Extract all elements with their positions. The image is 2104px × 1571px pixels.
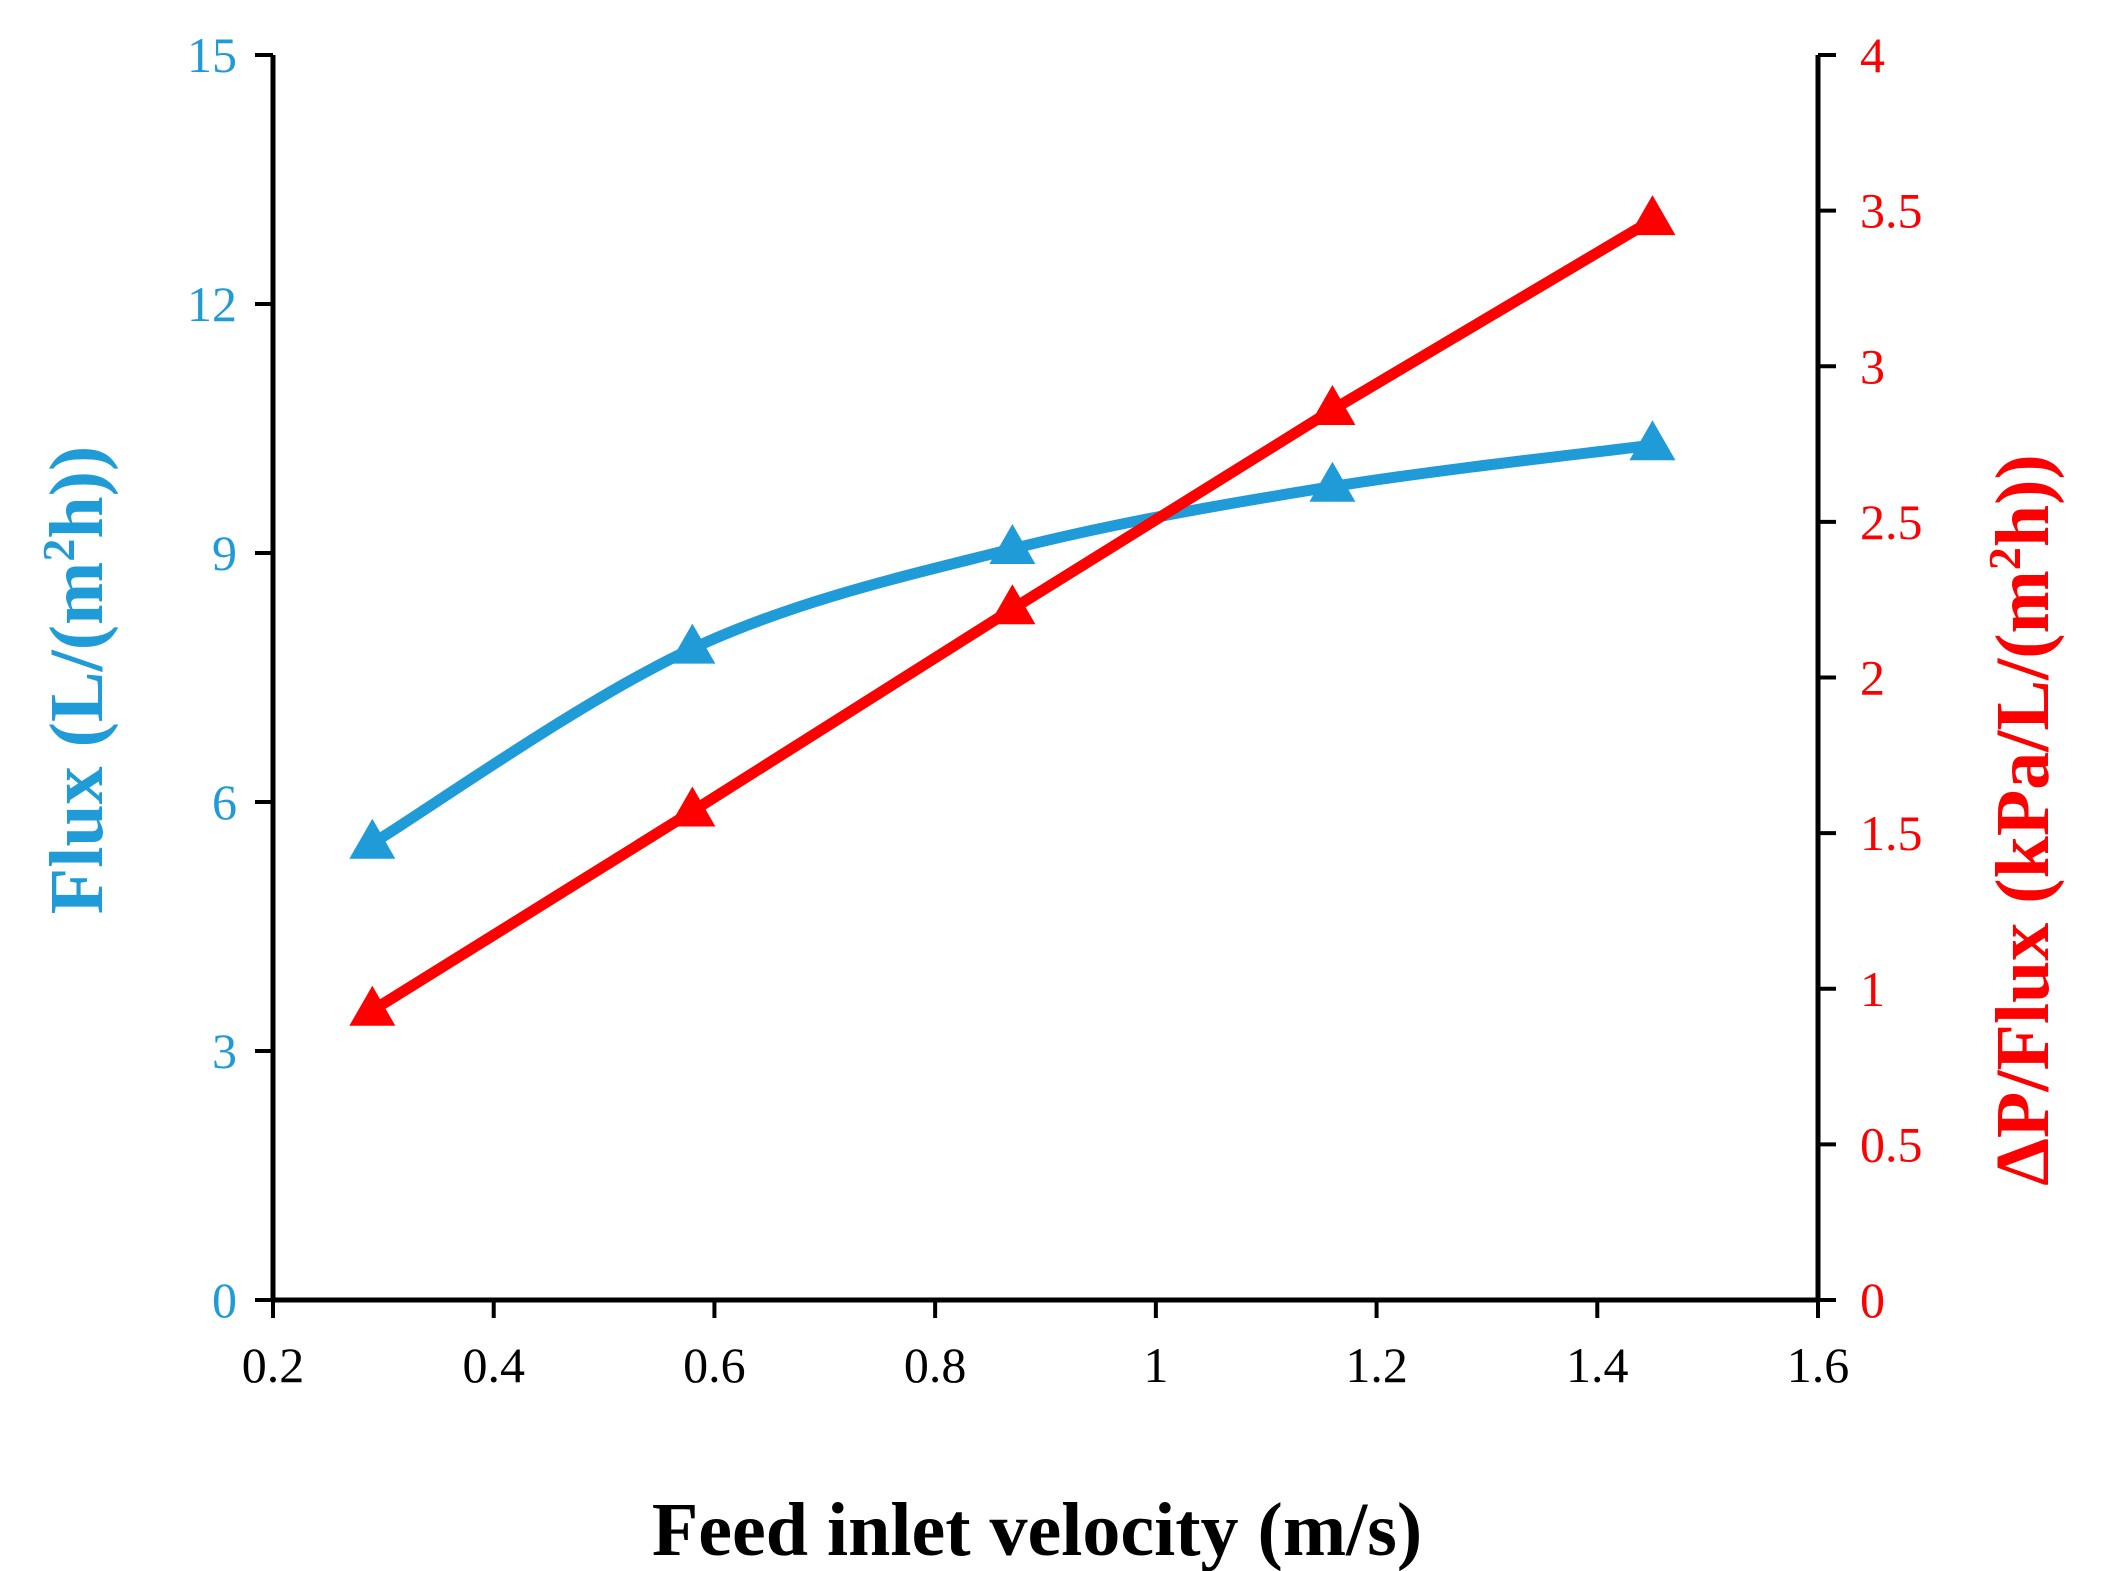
left-y-title-tail: h)): [35, 446, 119, 539]
x-tick-label: 0.2: [242, 1337, 305, 1393]
right-y-tick-label: 0: [1860, 1272, 1885, 1328]
dp-flux-point-marker: [1309, 385, 1356, 426]
flux-point-marker: [349, 818, 396, 859]
right-y-tick-label: 4: [1860, 27, 1885, 83]
right-y-title-tail: h)): [1981, 454, 2065, 547]
dp-flux-point-marker: [669, 786, 716, 827]
right-y-tick-label: 3: [1860, 338, 1885, 394]
right-y-tick-label: 1: [1860, 961, 1885, 1017]
right-y-tick-label: 0.5: [1860, 1116, 1923, 1172]
x-tick-label: 0.8: [904, 1337, 967, 1393]
x-tick-label: 1.6: [1787, 1337, 1850, 1393]
flux-point-marker: [669, 623, 716, 664]
x-tick-label: 0.6: [683, 1337, 746, 1393]
flux-point-marker: [1629, 420, 1676, 461]
x-tick-label: 1.4: [1566, 1337, 1629, 1393]
right-y-tick-label: 2.5: [1860, 494, 1923, 550]
right-y-axis-title: ΔP/Flux (kPa/L/(m2h)): [1979, 454, 2065, 1185]
left-y-axis-ticks: 0 3 6 9 12 15: [187, 27, 273, 1328]
dp-flux-point-marker: [1629, 195, 1676, 236]
flux-point-marker: [1309, 461, 1356, 502]
left-y-tick-label: 0: [212, 1272, 237, 1328]
left-y-tick-label: 6: [212, 774, 237, 830]
right-y-title-sup: 2: [1979, 547, 2030, 570]
x-axis-ticks: 0.2 0.4 0.6 0.8 1 1.2 1.4 1.6: [242, 1300, 1850, 1393]
plot-frame: [270, 55, 1821, 1303]
right-y-title-main: ΔP/Flux (kPa/L/(m: [1981, 570, 2065, 1186]
flux-series-line: [366, 439, 1658, 849]
x-tick-label: 1.2: [1345, 1337, 1408, 1393]
x-tick-label: 1: [1143, 1337, 1168, 1393]
left-y-title-sup: 2: [33, 539, 84, 562]
dp-flux-point-marker: [989, 584, 1036, 625]
right-y-tick-label: 3.5: [1860, 183, 1923, 239]
x-tick-label: 0.4: [462, 1337, 525, 1393]
flux-point-marker: [989, 524, 1036, 565]
dp-flux-point-marker: [349, 985, 396, 1026]
series-layer: [349, 195, 1676, 1026]
left-y-axis-title: Flux (L/(m2h)): [33, 446, 119, 914]
left-y-tick-label: 12: [187, 276, 237, 332]
right-y-tick-label: 1.5: [1860, 805, 1923, 861]
left-y-tick-label: 15: [187, 27, 237, 83]
x-axis-title: Feed inlet velocity (m/s): [652, 1488, 1422, 1571]
right-y-tick-label: 2: [1860, 650, 1885, 706]
left-y-title-main: Flux (L/(m: [35, 562, 119, 915]
right-y-axis-ticks: 0 0.5 1 1.5 2 2.5 3 3.5 4: [1818, 27, 1923, 1328]
left-y-tick-label: 3: [212, 1023, 237, 1079]
left-y-tick-label: 9: [212, 525, 237, 581]
